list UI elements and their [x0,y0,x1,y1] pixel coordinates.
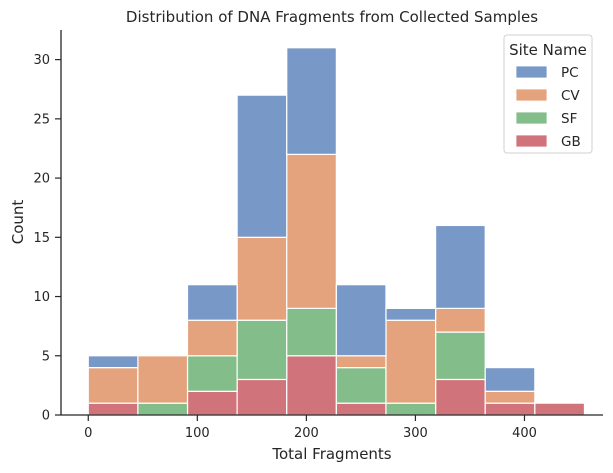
bar-pc-bin-5 [335,284,387,357]
bar-pc-bin-6 [385,307,437,321]
y-tick-label: 10 [33,290,50,305]
legend-swatch-gb [515,134,548,148]
axes-group [60,30,603,416]
x-axis-label: Total Fragments [271,445,391,463]
y-tick-label: 25 [33,112,50,127]
y-tick-label: 15 [33,231,50,246]
bar-sf-bin-6 [385,402,437,416]
bar-cv-bin-2 [186,319,238,357]
bar-gb-bin-8 [484,402,536,416]
bar-sf-bin-2 [186,355,238,392]
bar-sf-bin-5 [335,367,387,404]
bar-pc-bin-7 [435,224,486,309]
legend-swatch-sf [515,111,548,125]
y-tick-label: 30 [33,53,50,68]
legend-swatch-pc [515,65,548,79]
bar-gb-bin-5 [335,402,387,416]
bar-pc-bin-8 [484,367,536,392]
bar-sf-bin-1 [137,402,189,416]
y-tick-label: 0 [42,409,50,424]
bar-cv-bin-7 [435,307,486,333]
bar-cv-bin-4 [286,153,337,309]
y-tick-label: 5 [42,349,50,364]
bar-gb-bin-2 [186,390,238,416]
legend-label-gb: GB [561,134,581,150]
y-tick-label: 20 [33,172,50,187]
bar-cv-bin-0 [87,367,139,404]
x-tick-label: 200 [294,426,319,441]
legend-label-sf: SF [561,111,577,127]
bar-gb-bin-4 [286,355,337,416]
legend-swatch-cv [515,88,548,102]
x-tick-label: 100 [185,426,210,441]
legend-title: Site Name [509,41,587,59]
legend: Site Name PC CV SF GB [503,34,593,154]
bar-pc-bin-4 [286,47,337,155]
chart-title: Distribution of DNA Fragments from Colle… [126,8,538,26]
bar-gb-bin-3 [236,378,288,416]
y-ticks: 0 5 10 15 20 25 30 [33,53,61,424]
bar-pc-bin-0 [87,355,139,369]
bar-sf-bin-7 [435,331,486,381]
bar-cv-bin-3 [236,236,288,321]
bar-gb-bin-9 [534,402,586,416]
bar-cv-bin-1 [137,355,189,404]
legend-label-pc: PC [561,65,579,81]
bar-cv-bin-8 [484,390,536,404]
x-ticks: 0 100 200 300 400 [84,415,537,441]
bar-pc-bin-3 [236,94,288,238]
bar-cv-bin-5 [335,355,387,369]
x-tick-label: 0 [84,426,92,441]
bars-group [87,47,586,416]
bar-gb-bin-0 [87,402,139,416]
y-axis-label: Count [9,200,27,245]
x-tick-label: 300 [403,426,428,441]
x-tick-label: 400 [512,426,537,441]
bar-sf-bin-3 [236,319,288,381]
bar-pc-bin-2 [186,284,238,321]
bar-gb-bin-7 [435,378,486,416]
legend-entries: PC CV SF GB [515,65,581,150]
bar-sf-bin-4 [286,307,337,357]
legend-label-cv: CV [561,88,580,104]
bar-cv-bin-6 [385,319,437,404]
